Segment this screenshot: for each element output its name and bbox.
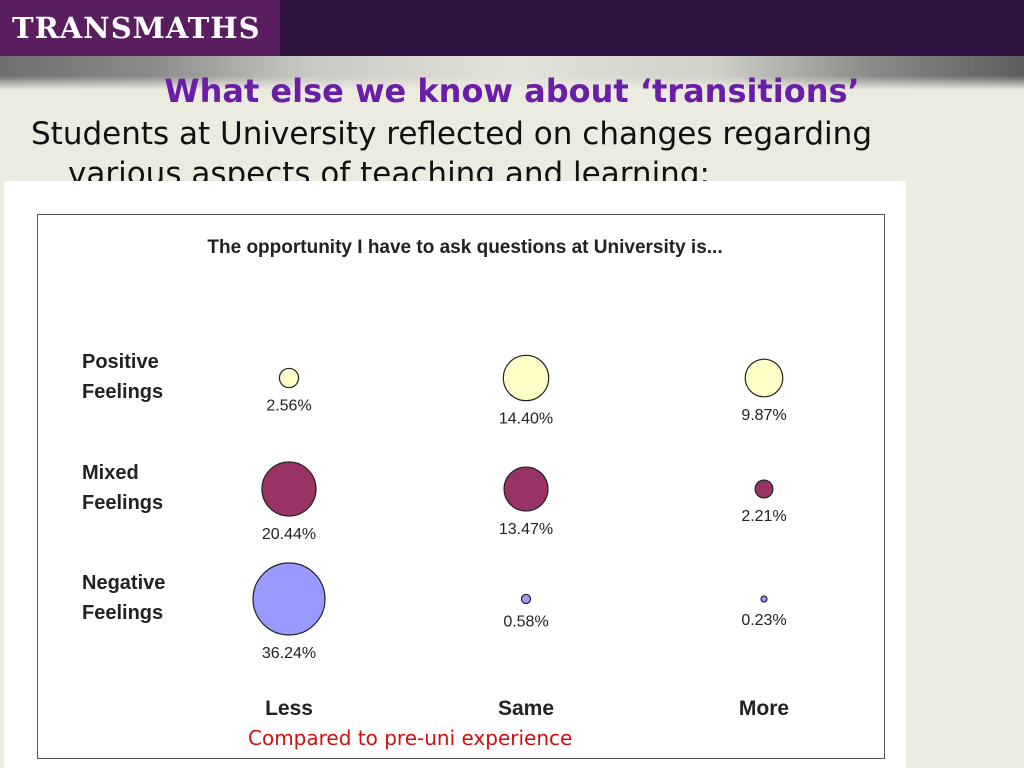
row-label: Feelings [82,602,163,624]
column-label: More [739,697,789,720]
data-label: 14.40% [499,411,553,428]
data-label: 9.87% [741,407,786,424]
chart-frame [37,214,885,759]
data-label: 2.56% [266,398,311,415]
data-label: 2.21% [741,508,786,525]
slide-title: What else we know about ‘transitions’ [164,72,860,110]
bubble [754,479,774,499]
bubble [502,354,550,402]
header-background-image [0,56,1024,90]
row-label: Negative [82,572,165,594]
logo-text: TRANSMATHS [12,11,261,45]
data-label: 0.23% [741,612,786,629]
row-label: Feelings [82,492,163,514]
chart-caption: Compared to pre-uni experience [248,726,573,750]
data-label: 0.58% [503,614,548,631]
logo: TRANSMATHS [0,0,280,56]
row-label: Positive [82,351,159,373]
data-label: 20.44% [262,526,316,543]
chart-title: The opportunity I have to ask questions … [207,237,722,258]
row-label: Mixed [82,462,139,484]
column-label: Less [265,697,313,720]
data-label: 13.47% [499,521,553,538]
bubble [744,358,784,398]
bubble [760,595,768,603]
column-label: Same [498,697,554,720]
body-text-line-1: Students at University reflected on chan… [31,116,872,152]
data-label: 36.24% [262,645,316,662]
bubble [503,466,549,512]
bubble [278,367,300,389]
row-label: Feelings [82,381,163,403]
bubble [252,562,326,636]
bubble [520,593,532,605]
bubble [261,461,317,517]
